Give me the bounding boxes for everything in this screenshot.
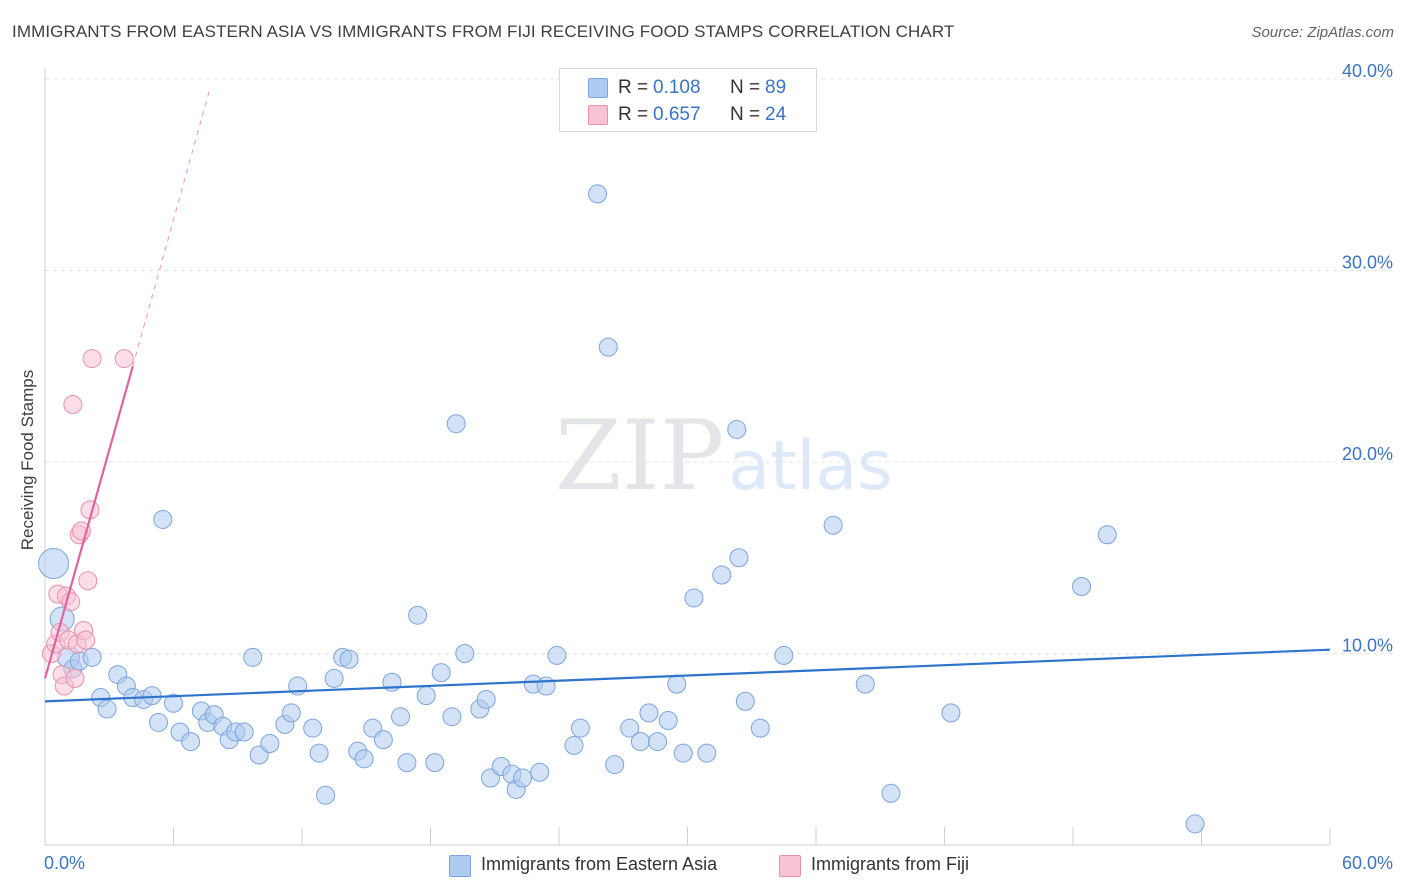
data-point-eastern-asia [823,515,843,535]
data-point-eastern-asia [164,693,183,713]
data-point-eastern-asia [97,699,117,719]
stats-r-value: 0.108 [653,77,701,98]
data-point-eastern-asia [1097,525,1117,545]
data-point-eastern-asia [316,785,336,805]
data-point-eastern-asia [260,734,280,754]
data-point-eastern-asia [425,753,445,773]
data-point-eastern-asia [588,184,608,204]
data-point-eastern-asia [82,647,102,667]
x-tick-label-max: 60.0% [1342,853,1393,873]
x-tick-label-min: 0.0% [44,853,85,873]
trend-line-eastern-asia [44,648,1331,703]
data-point-eastern-asia [598,337,618,357]
data-point-eastern-asia [324,668,344,688]
data-point-eastern-asia [729,548,749,568]
y-tick-label: 20.0% [1342,444,1393,464]
data-point-eastern-asia [648,732,668,752]
watermark-zip: ZIP [555,400,725,512]
data-point-eastern-asia [673,743,693,763]
source-credit: Source: ZipAtlas.com [1251,24,1394,41]
legend-label-fiji: Immigrants from Fiji [811,854,970,874]
data-point-eastern-asia [442,707,462,727]
data-point-eastern-asia [620,718,640,738]
data-point-eastern-asia [354,749,374,769]
data-point-eastern-asia [153,509,173,529]
data-point-eastern-asia [431,663,451,683]
data-point-eastern-asia [181,732,201,752]
data-point-fiji [78,571,98,591]
data-point-eastern-asia [564,735,584,755]
data-point-eastern-asia [750,718,770,738]
watermark: ZIPatlas [555,400,893,512]
data-point-eastern-asia [416,686,436,706]
data-point-eastern-asia [1185,814,1205,834]
data-point-eastern-asia [455,644,475,663]
data-point-eastern-asia [142,686,162,706]
data-point-eastern-asia [697,743,717,763]
data-point-eastern-asia [570,718,590,738]
data-point-eastern-asia [941,703,961,723]
stats-n-label: N = [730,104,761,125]
data-point-eastern-asia [774,645,794,665]
data-point-eastern-asia [397,753,417,773]
data-point-eastern-asia [234,722,254,742]
data-point-eastern-asia [476,689,496,709]
data-point-eastern-asia [630,732,650,752]
stats-n-value: 89 [765,77,787,98]
trend-line-fiji [43,365,134,679]
data-point-eastern-asia [303,718,323,738]
data-point-eastern-asia [536,676,556,696]
data-point-eastern-asia [712,565,732,585]
stats-n-value: 24 [765,104,787,125]
data-point-eastern-asia [855,674,875,694]
legend-swatch-fiji [779,855,801,877]
stats-swatch-eastern-asia [588,78,608,98]
data-point-eastern-asia [149,712,169,732]
data-point-eastern-asia [547,645,567,665]
data-point-eastern-asia [38,547,70,579]
y-tick-label: 40.0% [1342,61,1393,81]
data-point-eastern-asia [1072,576,1092,596]
data-point-eastern-asia [605,755,625,775]
data-point-eastern-asia [684,588,704,608]
y-tick-label: 30.0% [1342,253,1393,273]
data-point-eastern-asia [309,743,329,763]
data-point-eastern-asia [446,414,466,434]
data-point-eastern-asia [408,605,428,625]
data-point-fiji [114,349,134,369]
data-point-eastern-asia [639,703,659,723]
data-point-eastern-asia [281,703,301,723]
chart-title: IMMIGRANTS FROM EASTERN ASIA VS IMMIGRAN… [12,22,955,41]
data-point-eastern-asia [667,674,687,694]
data-point-fiji [76,630,96,650]
data-point-eastern-asia [727,419,747,439]
chart-legend: Immigrants from Eastern Asia Immigrants … [0,852,1406,878]
data-point-fiji [65,668,85,688]
watermark-atlas: atlas [728,427,893,506]
data-point-fiji [82,349,102,369]
data-point-fiji [63,395,83,415]
data-point-eastern-asia [658,711,678,731]
stats-r-label: R = [618,77,649,98]
data-point-eastern-asia [339,649,359,669]
data-point-eastern-asia [881,783,901,803]
data-point-eastern-asia [513,768,533,788]
data-point-eastern-asia [243,647,263,667]
stats-r-value: 0.657 [653,104,701,125]
trend-line-extension-fiji [132,88,211,367]
data-point-eastern-asia [735,691,755,711]
y-tick-label: 10.0% [1342,636,1393,656]
stats-box: R = 0.108 N = 89 R = 0.657 N = 24 [559,68,817,132]
legend-swatch-eastern-asia [449,855,471,877]
stats-swatch-fiji [588,105,608,125]
data-point-eastern-asia [530,762,550,782]
stats-n-label: N = [730,77,761,98]
y-axis-label: Receiving Food Stamps [18,369,37,551]
data-point-eastern-asia [373,730,393,750]
data-point-eastern-asia [391,707,411,727]
legend-label-eastern-asia: Immigrants from Eastern Asia [481,854,718,874]
stats-r-label: R = [618,104,649,125]
